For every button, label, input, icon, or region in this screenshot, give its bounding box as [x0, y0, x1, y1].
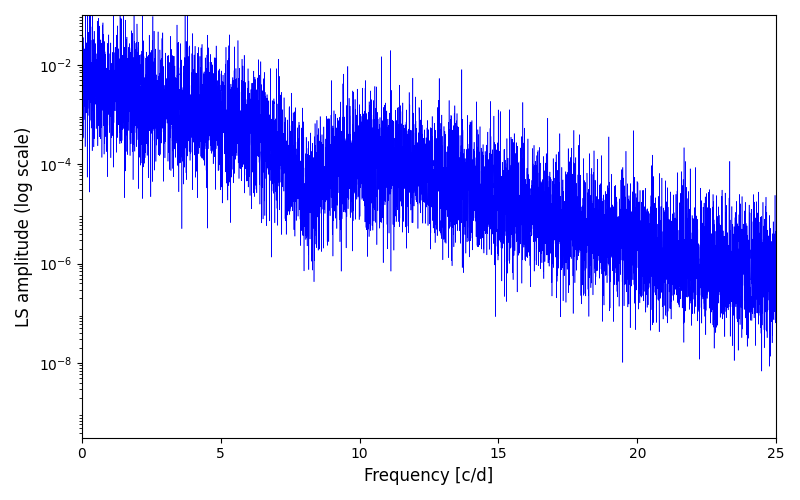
X-axis label: Frequency [c/d]: Frequency [c/d]: [364, 467, 494, 485]
Y-axis label: LS amplitude (log scale): LS amplitude (log scale): [15, 126, 33, 326]
